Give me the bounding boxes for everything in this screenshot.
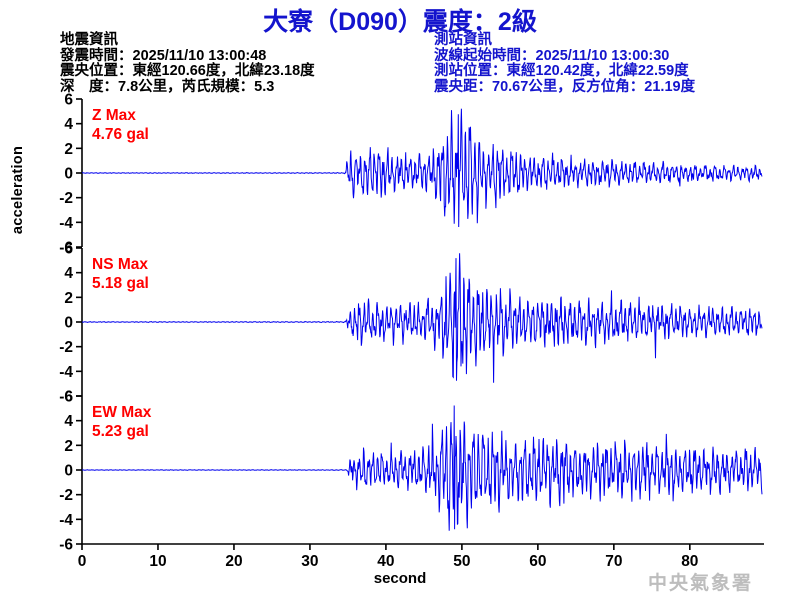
ew-max-title: EW Max [92, 404, 152, 421]
station-wave-start-time: 波線起始時間：2025/11/10 13:00:30 [434, 47, 670, 64]
y-tick-label: -6 [59, 537, 73, 554]
x-tick-label: 20 [225, 553, 242, 570]
x-tick-label: 60 [529, 553, 546, 570]
y-tick-label: -6 [59, 240, 73, 257]
y-tick-label: 4 [64, 413, 73, 430]
y-tick-label: 4 [64, 116, 73, 133]
z-max-label: Z Max 4.76 gal [92, 106, 149, 144]
x-axis-label: second [373, 570, 427, 587]
y-tick-label: 0 [64, 315, 73, 332]
ns-max-label: NS Max 5.18 gal [92, 255, 149, 293]
y-tick-label: 0 [64, 166, 73, 183]
y-tick-label: 2 [64, 141, 73, 158]
station-epicentral-distance: 震央距：70.67公里，反方位角：21.19度 [434, 78, 696, 95]
y-tick-label: 2 [64, 438, 73, 455]
x-tick-label: 0 [78, 553, 87, 570]
station-info-heading: 測站資訊 [434, 32, 492, 48]
y-tick-label: 4 [64, 265, 73, 282]
ns-max-value: 5.18 gal [92, 275, 149, 292]
ew-max-label: EW Max 5.23 gal [92, 403, 151, 441]
earthquake-origin-time: 發震時間：2025/11/10 13:00:48 [60, 47, 267, 64]
page-title: 大寮（D090）震度：2級 [263, 8, 537, 36]
x-tick-label: 10 [149, 553, 166, 570]
ns-waveform-trace [82, 253, 763, 383]
earthquake-epicenter: 震央位置：東經120.66度，北緯23.18度 [60, 63, 315, 80]
y-tick-label: -2 [59, 339, 73, 356]
z-max-title: Z Max [92, 107, 136, 124]
earthquake-depth-magnitude: 深 度：7.8公里，芮氏規模：5.3 [60, 78, 275, 95]
y-tick-label: 0 [64, 463, 73, 480]
ns-max-title: NS Max [92, 256, 148, 273]
x-tick-label: 30 [301, 553, 318, 570]
y-tick-label: -2 [59, 487, 73, 504]
y-tick-label: 2 [64, 290, 73, 307]
y-tick-label: -6 [59, 389, 73, 406]
z-waveform-trace [81, 108, 763, 228]
y-tick-label: 6 [64, 389, 73, 406]
station-info-block: 測站資訊 波線起始時間：2025/11/10 13:00:30 測站位置：東經1… [434, 32, 696, 95]
ew-max-value: 5.23 gal [92, 423, 149, 440]
y-tick-label: -4 [59, 215, 73, 232]
agency-watermark: 中央氣象署 [648, 573, 754, 594]
z-max-value: 4.76 gal [92, 126, 149, 143]
x-tick-label: 40 [377, 553, 394, 570]
y-tick-label: -4 [59, 512, 73, 529]
earthquake-info-block: 地震資訊 發震時間：2025/11/10 13:00:48 震央位置：東經120… [60, 32, 315, 95]
x-tick-label: 80 [681, 553, 698, 570]
y-tick-label: -4 [59, 364, 73, 381]
ew-waveform-trace [81, 405, 763, 531]
y-tick-label: -2 [59, 190, 73, 207]
x-tick-label: 70 [605, 553, 622, 570]
x-tick-label: 50 [453, 553, 470, 570]
station-location: 測站位置：東經120.42度，北緯22.59度 [434, 63, 689, 80]
y-tick-label: 6 [64, 241, 73, 258]
y-tick-label: 6 [64, 92, 73, 109]
earthquake-info-heading: 地震資訊 [60, 32, 118, 48]
